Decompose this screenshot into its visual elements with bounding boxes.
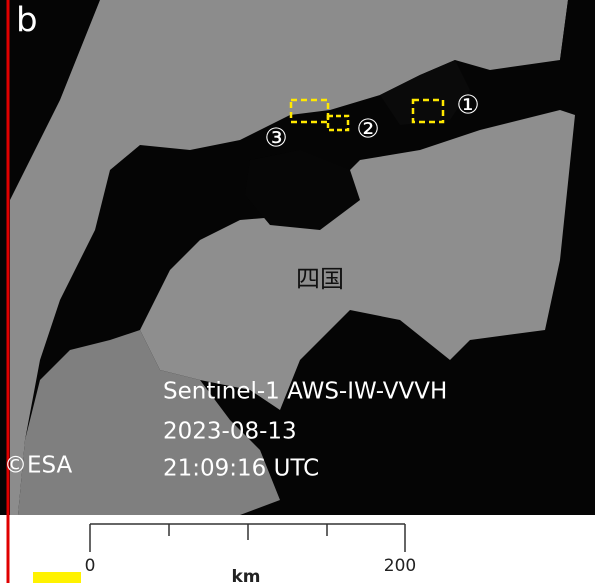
scale-unit: km — [231, 567, 260, 583]
panel-label: b — [16, 1, 38, 41]
honshu-land — [10, 0, 568, 515]
marker: ① — [456, 91, 479, 121]
shikoku-land — [140, 110, 575, 410]
swath-edge — [560, 0, 595, 60]
marker: ② — [356, 115, 379, 145]
roi-box — [411, 98, 445, 124]
caption-line: Sentinel-1 AWS-IW-VVVH — [163, 379, 447, 405]
scale-bar — [89, 523, 406, 552]
color-swatch — [33, 572, 81, 583]
caption-line: 2023-08-13 — [163, 419, 297, 445]
marker: ③ — [264, 124, 287, 154]
region-label: 四国 — [296, 265, 344, 293]
sea — [245, 150, 360, 230]
credit: ©ESA — [4, 453, 73, 479]
roi-box — [326, 114, 350, 132]
caption-line: 21:09:16 UTC — [163, 456, 319, 482]
scale-label: 200 — [384, 556, 416, 576]
scale-label: 0 — [85, 556, 96, 576]
sea — [380, 60, 470, 125]
kyushu-land — [18, 330, 280, 515]
